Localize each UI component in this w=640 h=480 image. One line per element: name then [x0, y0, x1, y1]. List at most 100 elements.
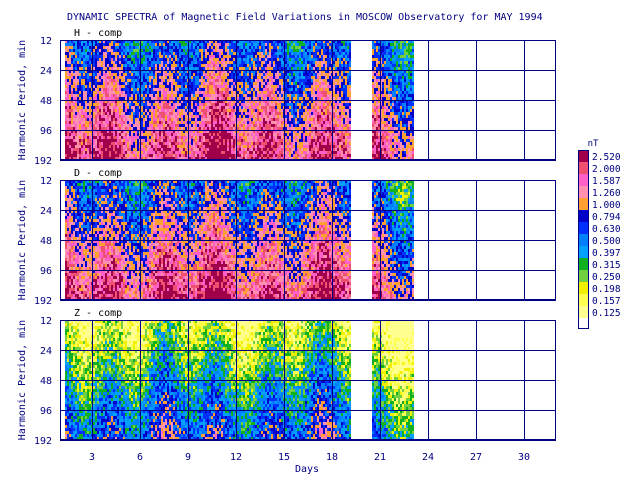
- cell: [309, 52, 311, 55]
- cell: [231, 46, 233, 49]
- cell: [67, 76, 69, 79]
- cell: [205, 106, 207, 109]
- cell: [225, 109, 227, 112]
- cell: [193, 64, 195, 67]
- cell: [213, 121, 215, 124]
- cell: [257, 115, 259, 118]
- cell: [153, 100, 155, 103]
- cell: [105, 46, 107, 49]
- cell: [69, 52, 71, 55]
- cell: [107, 127, 109, 130]
- cell: [81, 100, 83, 103]
- cell: [155, 106, 157, 109]
- cell: [267, 112, 269, 115]
- cell: [215, 88, 217, 91]
- cell: [303, 118, 305, 121]
- cell: [241, 46, 243, 49]
- cell: [231, 136, 233, 139]
- cell: [301, 157, 303, 160]
- cell: [111, 73, 113, 76]
- cell: [65, 64, 67, 67]
- cell: [275, 88, 277, 91]
- cell: [175, 112, 177, 115]
- cell: [141, 127, 143, 130]
- cell: [163, 100, 165, 103]
- cell: [65, 145, 67, 148]
- cell: [97, 64, 99, 67]
- cell: [289, 76, 291, 79]
- cell: [269, 85, 271, 88]
- cell: [253, 70, 255, 73]
- cell: [265, 64, 267, 67]
- cell: [107, 103, 109, 106]
- cell: [151, 154, 153, 157]
- cell: [175, 115, 177, 118]
- cell: [247, 85, 249, 88]
- cell: [171, 112, 173, 115]
- cell: [101, 67, 103, 70]
- cell: [85, 112, 87, 115]
- cell: [79, 73, 81, 76]
- cell: [145, 148, 147, 151]
- cell: [163, 43, 165, 46]
- cell: [153, 61, 155, 64]
- cell: [191, 100, 193, 103]
- cell: [123, 148, 125, 151]
- cell: [131, 148, 133, 151]
- cell: [251, 73, 253, 76]
- cell: [127, 49, 129, 52]
- cell: [175, 151, 177, 154]
- cell: [267, 73, 269, 76]
- cell: [157, 136, 159, 139]
- cell: [151, 109, 153, 112]
- cell: [149, 148, 151, 151]
- cell: [305, 115, 307, 118]
- cell: [301, 55, 303, 58]
- cell: [69, 157, 71, 160]
- cell: [97, 94, 99, 97]
- cell: [309, 109, 311, 112]
- cell: [73, 142, 75, 145]
- cell: [259, 130, 261, 133]
- cell: [133, 130, 135, 133]
- cell: [131, 139, 133, 142]
- cell: [231, 112, 233, 115]
- cell: [99, 46, 101, 49]
- cell: [269, 43, 271, 46]
- cell: [243, 127, 245, 130]
- cell: [67, 46, 69, 49]
- cell: [149, 103, 151, 106]
- cell: [293, 55, 295, 58]
- cell: [227, 76, 229, 79]
- cell: [85, 124, 87, 127]
- cell: [131, 100, 133, 103]
- cell: [223, 61, 225, 64]
- cell: [263, 100, 265, 103]
- cell: [155, 109, 157, 112]
- cell: [67, 82, 69, 85]
- cell: [153, 64, 155, 67]
- cell: [163, 133, 165, 136]
- cell: [209, 94, 211, 97]
- cell: [75, 55, 77, 58]
- cell: [269, 109, 271, 112]
- cell: [165, 61, 167, 64]
- cell: [297, 118, 299, 121]
- cell: [287, 40, 289, 43]
- cell: [129, 76, 131, 79]
- cell: [203, 49, 205, 52]
- cell: [313, 82, 315, 85]
- cell: [209, 91, 211, 94]
- cell: [171, 70, 173, 73]
- cell: [239, 97, 241, 100]
- cell: [121, 40, 123, 43]
- cell: [221, 94, 223, 97]
- cell: [79, 106, 81, 109]
- cell: [123, 97, 125, 100]
- cell: [297, 58, 299, 61]
- cell: [161, 97, 163, 100]
- cell: [261, 130, 263, 133]
- cell: [261, 73, 263, 76]
- cell: [293, 121, 295, 124]
- cell: [143, 121, 145, 124]
